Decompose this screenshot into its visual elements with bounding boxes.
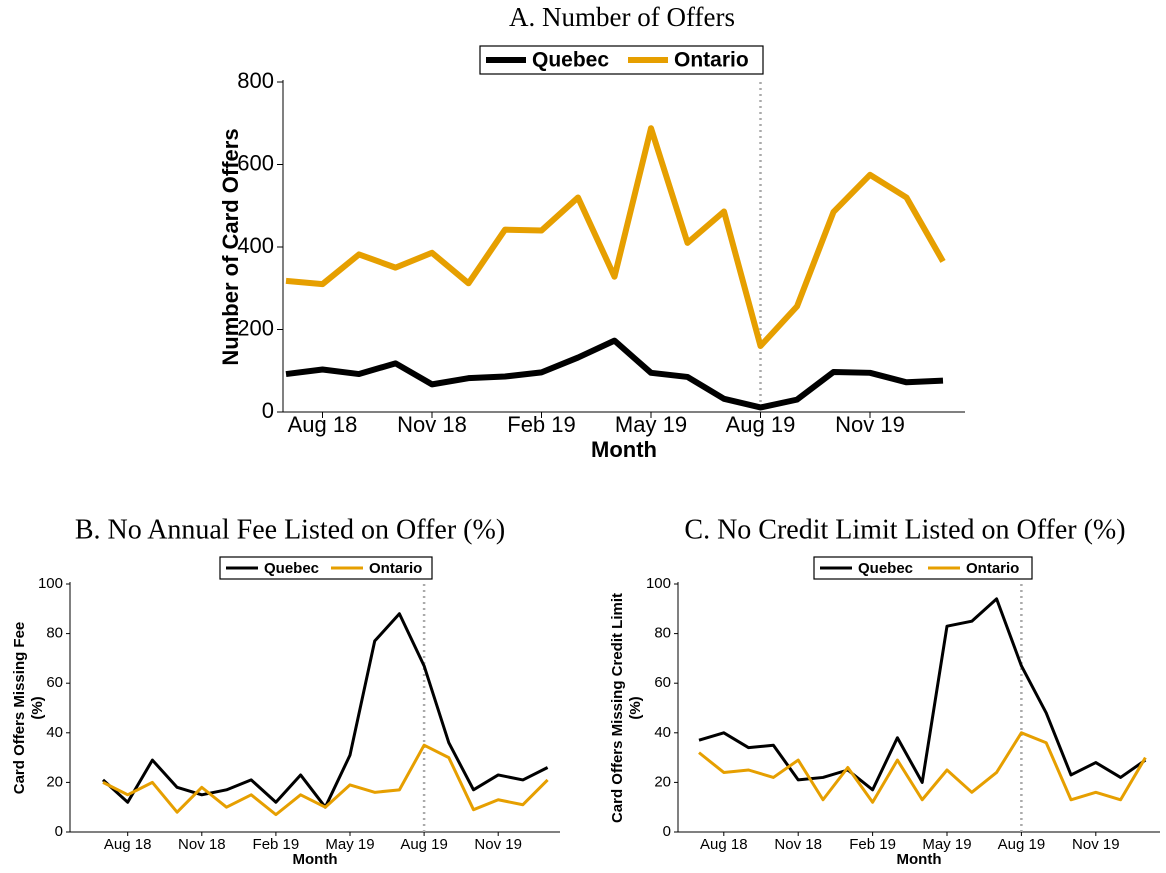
x-tick-label: Aug 19 xyxy=(726,412,796,437)
data-line xyxy=(285,125,946,349)
x-tick-label: Feb 19 xyxy=(849,836,896,853)
x-tick-label: Nov 18 xyxy=(397,412,467,437)
y-tick-label: 200 xyxy=(237,315,274,340)
y-tick-label: 80 xyxy=(46,625,63,642)
legend-label: Quebec xyxy=(264,560,319,577)
x-tick-label: Aug 18 xyxy=(104,836,152,853)
x-tick-label: Nov 19 xyxy=(1072,836,1120,853)
y-tick-label: 100 xyxy=(646,575,671,592)
x-tick-label: May 19 xyxy=(325,836,374,853)
y-tick-label: 800 xyxy=(237,68,274,93)
x-axis-label: Month xyxy=(591,437,657,462)
data-line xyxy=(285,337,944,411)
x-tick-label: Aug 18 xyxy=(700,836,748,853)
x-axis-label: Month xyxy=(897,851,942,868)
y-axis-label: (%) xyxy=(29,696,46,719)
data-line xyxy=(101,612,549,809)
x-tick-label: Aug 18 xyxy=(288,412,358,437)
y-tick-label: 40 xyxy=(46,724,63,741)
x-tick-label: Feb 19 xyxy=(507,412,576,437)
y-axis-label: Card Offers Missing Credit Limit xyxy=(609,593,626,823)
y-tick-label: 100 xyxy=(38,575,63,592)
data-line xyxy=(698,731,1147,804)
x-tick-label: Nov 19 xyxy=(474,836,522,853)
y-tick-label: 0 xyxy=(663,823,671,840)
y-axis-label: (%) xyxy=(627,696,644,719)
y-tick-label: 0 xyxy=(55,823,63,840)
y-tick-label: 40 xyxy=(654,724,671,741)
y-axis-label: Card Offers Missing Fee xyxy=(11,622,28,795)
y-tick-label: 0 xyxy=(262,398,274,423)
x-tick-label: May 19 xyxy=(615,412,687,437)
y-tick-label: 20 xyxy=(46,773,63,790)
y-tick-label: 400 xyxy=(237,233,274,258)
chart-title: B. No Annual Fee Listed on Offer (%) xyxy=(75,514,505,545)
legend-box xyxy=(219,556,433,580)
y-tick-label: 80 xyxy=(654,625,671,642)
y-tick-label: 60 xyxy=(46,674,63,691)
x-tick-label: Aug 19 xyxy=(400,836,448,853)
x-tick-label: May 19 xyxy=(922,836,971,853)
legend-label: Quebec xyxy=(532,49,609,72)
data-line xyxy=(102,743,549,817)
x-axis-label: Month xyxy=(293,851,338,868)
y-axis-label: Number of Card Offers xyxy=(218,128,243,365)
x-tick-label: Aug 19 xyxy=(998,836,1046,853)
chart-title: C. No Credit Limit Listed on Offer (%) xyxy=(684,514,1125,545)
chart-title: A. Number of Offers xyxy=(509,2,735,32)
data-line xyxy=(698,597,1147,792)
x-tick-label: Nov 19 xyxy=(835,412,905,437)
legend-label: Ontario xyxy=(674,49,749,72)
x-tick-label: Feb 19 xyxy=(253,836,300,853)
y-tick-label: 20 xyxy=(654,773,671,790)
y-tick-label: 600 xyxy=(237,150,274,175)
legend-box xyxy=(479,45,764,75)
legend-box xyxy=(813,556,1033,580)
x-tick-label: Nov 18 xyxy=(774,836,822,853)
legend-label: Quebec xyxy=(858,560,913,577)
y-tick-label: 60 xyxy=(654,674,671,691)
legend-label: Ontario xyxy=(369,560,422,577)
x-tick-label: Nov 18 xyxy=(178,836,226,853)
legend-label: Ontario xyxy=(966,560,1019,577)
